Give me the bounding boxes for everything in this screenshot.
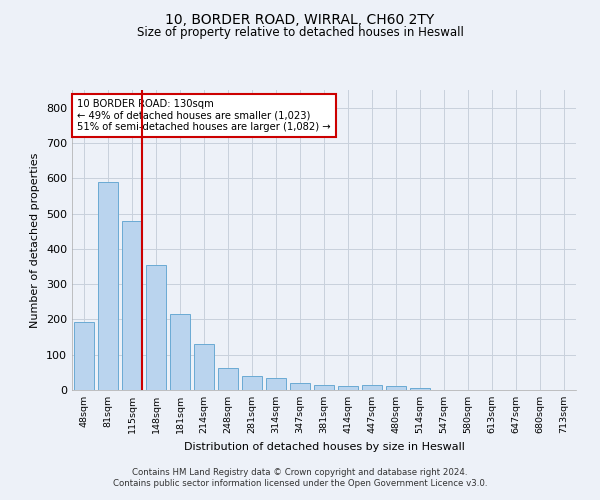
Y-axis label: Number of detached properties: Number of detached properties (31, 152, 40, 328)
Bar (338, 386, 358, 390)
Text: 10 BORDER ROAD: 130sqm
← 49% of detached houses are smaller (1,023)
51% of semi-: 10 BORDER ROAD: 130sqm ← 49% of detached… (77, 99, 331, 132)
Bar (218, 368, 238, 390)
Bar (194, 344, 214, 390)
Text: Size of property relative to detached houses in Heswall: Size of property relative to detached ho… (137, 26, 463, 39)
Bar (362, 386, 382, 390)
Bar (242, 376, 262, 390)
Text: 10, BORDER ROAD, WIRRAL, CH60 2TY: 10, BORDER ROAD, WIRRAL, CH60 2TY (166, 12, 434, 26)
Bar (146, 264, 166, 390)
Bar (410, 388, 430, 390)
Bar (266, 378, 286, 390)
Bar (98, 182, 118, 390)
X-axis label: Distribution of detached houses by size in Heswall: Distribution of detached houses by size … (184, 442, 464, 452)
Bar (290, 383, 310, 390)
Bar (386, 386, 406, 390)
Text: Contains HM Land Registry data © Crown copyright and database right 2024.
Contai: Contains HM Land Registry data © Crown c… (113, 468, 487, 487)
Bar (74, 322, 94, 390)
Bar (170, 314, 190, 390)
Bar (314, 385, 334, 390)
Bar (122, 220, 142, 390)
